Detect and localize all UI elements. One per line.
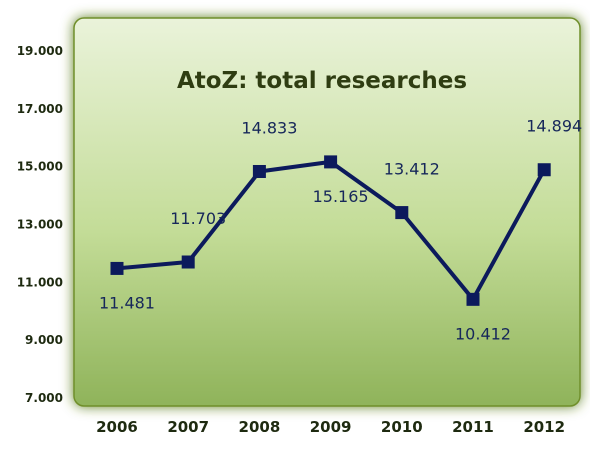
x-tick-label: 2006 <box>96 418 138 436</box>
x-tick-label: 2008 <box>239 418 281 436</box>
data-point-marker <box>466 292 480 306</box>
data-point-marker <box>110 261 124 275</box>
data-labels: 11.481 11.703 14.833 15.165 13.412 10.412 14.8… <box>99 117 582 344</box>
y-tick-label: 11.000 <box>17 275 63 289</box>
x-tick-label: 2009 <box>310 418 352 436</box>
data-label: 13.412 <box>384 160 440 179</box>
data-label: 14.833 <box>241 118 297 137</box>
y-tick-label: 7.000 <box>25 391 63 405</box>
data-label: 11.703 <box>170 209 226 228</box>
data-label: 10.412 <box>455 324 511 343</box>
series-markers <box>110 155 551 306</box>
y-tick-label: 15.000 <box>17 160 63 174</box>
y-tick-label: 17.000 <box>17 102 63 116</box>
x-axis-tick-labels: 2006 2007 2008 2009 2010 2011 2012 <box>96 418 565 436</box>
y-tick-label: 19.000 <box>17 44 63 58</box>
x-tick-label: 2012 <box>523 418 565 436</box>
x-tick-label: 2010 <box>381 418 423 436</box>
data-point-marker <box>181 255 195 269</box>
y-tick-label: 13.000 <box>17 218 63 232</box>
chart-title: AtoZ: total researches <box>177 68 467 94</box>
data-label: 11.481 <box>99 293 155 312</box>
data-label: 14.894 <box>526 117 582 136</box>
data-label: 15.165 <box>313 187 369 206</box>
data-point-marker <box>252 164 266 178</box>
data-point-marker <box>324 155 338 169</box>
data-point-marker <box>537 163 551 177</box>
x-tick-label: 2007 <box>167 418 209 436</box>
y-tick-label: 9.000 <box>25 333 63 347</box>
data-point-marker <box>395 206 409 220</box>
y-axis-tick-labels: 7.000 9.000 11.000 13.000 15.000 17.000 19.000 <box>17 44 63 405</box>
x-tick-label: 2011 <box>452 418 494 436</box>
plot-area <box>73 17 581 407</box>
